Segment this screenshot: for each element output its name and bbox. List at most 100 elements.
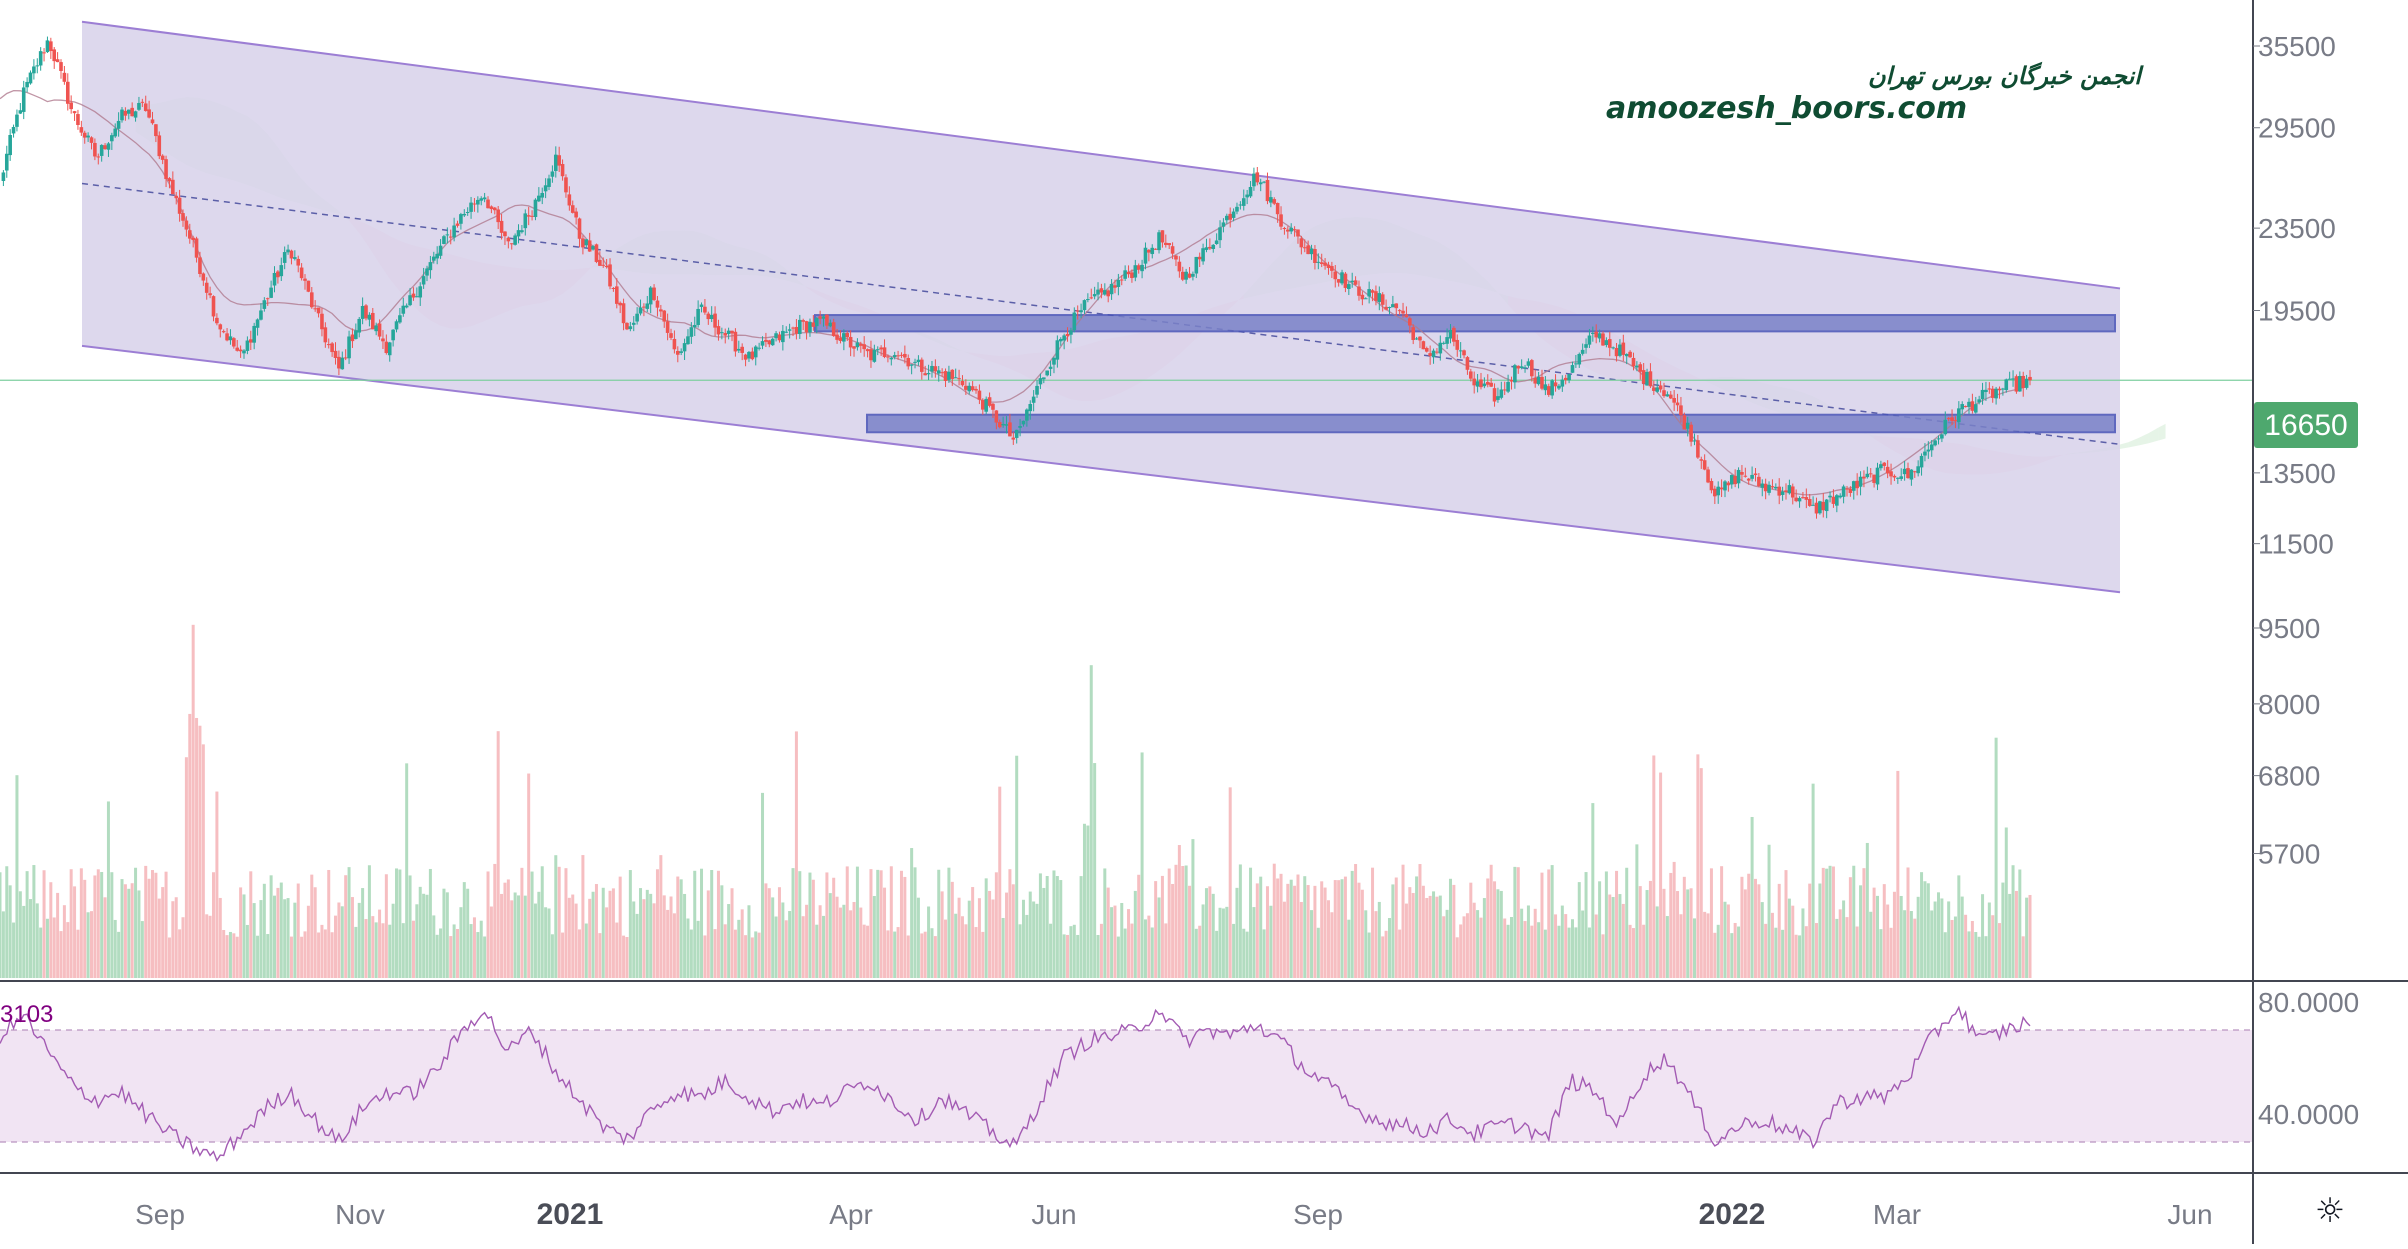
candle-body — [1177, 261, 1182, 272]
volume-bar — [232, 933, 236, 978]
current-price-tag — [2254, 402, 2358, 448]
candle-body — [272, 272, 277, 286]
volume-bar — [1981, 894, 1985, 978]
volume-bar — [635, 913, 639, 978]
volume-bar — [496, 731, 500, 978]
time-axis[interactable]: Sep Nov 2021 Apr Jun Sep 2022 Mar Jun — [135, 1198, 2212, 1231]
candle-body — [1058, 338, 1063, 342]
candle-body — [425, 268, 429, 276]
volume-bars — [0, 624, 2032, 978]
candle-body — [1733, 475, 1737, 485]
volume-bar — [828, 893, 832, 978]
volume-bar — [1445, 909, 1449, 978]
volume-bar — [249, 871, 253, 978]
candle-body — [659, 309, 663, 312]
volume-bar — [1787, 898, 1791, 978]
candle-body — [1963, 406, 1968, 408]
volume-bar — [1645, 890, 1649, 978]
volume-bar — [1825, 868, 1829, 978]
candle-body — [1736, 469, 1741, 484]
volume-bar — [1615, 870, 1619, 978]
volume-bar — [598, 933, 602, 978]
volume-bar — [69, 869, 73, 978]
volume-bar — [300, 936, 304, 978]
volume-bar — [1689, 888, 1693, 978]
candle-body — [1211, 244, 1216, 250]
volume-bar — [960, 916, 964, 978]
volume-bar — [1842, 900, 1846, 978]
volume-bar — [1838, 909, 1842, 978]
candle-body — [1360, 294, 1365, 300]
candle-body — [625, 322, 629, 330]
volume-bar — [798, 871, 802, 978]
candle-body — [1519, 366, 1524, 369]
volume-bar — [730, 888, 734, 978]
candle-body — [248, 339, 253, 343]
candle-body — [503, 231, 507, 237]
volume-bar — [120, 879, 124, 978]
volume-bar — [2021, 936, 2025, 978]
volume-bar — [1906, 867, 1910, 978]
candle-body — [896, 355, 900, 357]
candle-body — [1323, 262, 1327, 266]
candle-body — [1469, 371, 1473, 379]
candle-body — [977, 390, 982, 400]
candle-body — [1780, 491, 1785, 495]
candle-body — [157, 135, 162, 157]
candle-body — [1879, 464, 1883, 469]
candle-body — [1042, 377, 1046, 380]
volume-bar — [15, 775, 19, 978]
price-tick-label: 19500 — [2258, 296, 2336, 327]
volume-bar — [106, 801, 110, 978]
volume-bar — [764, 883, 768, 978]
volume-bar — [1350, 870, 1354, 978]
volume-bar — [1076, 934, 1080, 978]
volume-bar — [1442, 916, 1446, 978]
candle-body — [286, 249, 290, 253]
candle-body — [1635, 365, 1639, 368]
candle-body — [343, 357, 348, 359]
volume-bar — [1940, 898, 1944, 978]
candle-body — [404, 305, 409, 308]
candle-body — [82, 132, 87, 138]
candle-body — [1248, 186, 1253, 197]
volume-bar — [198, 725, 202, 978]
candle-body — [730, 330, 734, 334]
volume-bar — [1462, 916, 1466, 978]
volume-bar — [1594, 914, 1598, 978]
volume-bar — [469, 924, 473, 978]
volume-bar — [1743, 889, 1747, 978]
volume-bar — [1933, 901, 1937, 978]
candle-body — [357, 318, 362, 333]
candle-body — [1099, 288, 1104, 293]
volume-bar — [367, 865, 371, 978]
rsi-value-label: 3103 — [0, 1001, 53, 1028]
candle-body — [218, 324, 223, 330]
candle-body — [204, 282, 209, 293]
candle-body — [147, 109, 151, 118]
candle-body — [140, 101, 145, 103]
candle-body — [1204, 247, 1209, 250]
volume-bar — [100, 872, 104, 978]
candle-body — [628, 326, 633, 330]
volume-bar — [1530, 925, 1534, 978]
volume-bar — [2025, 897, 2029, 978]
volume-bar — [1886, 904, 1890, 978]
candle-body — [1197, 256, 1202, 260]
price-axis[interactable]: 35500 29500 23500 19500 13500 11500 9500 8000 68… — [2253, 31, 2336, 870]
candle-body — [1689, 424, 1693, 442]
rsi-axis[interactable]: 80.0000 40.0000 — [2258, 987, 2359, 1130]
settings-gear-icon[interactable]: ☼ — [2315, 1191, 2345, 1231]
volume-bar — [893, 931, 897, 978]
candle-body — [1208, 246, 1212, 249]
volume-bar — [1618, 894, 1622, 978]
time-tick-label: Jun — [1031, 1199, 1076, 1230]
volume-bar — [1323, 887, 1327, 978]
candle-body — [1028, 404, 1033, 412]
candle-body — [791, 327, 795, 329]
candle-body — [418, 286, 423, 298]
volume-bar — [489, 906, 493, 978]
volume-bar — [523, 895, 527, 978]
